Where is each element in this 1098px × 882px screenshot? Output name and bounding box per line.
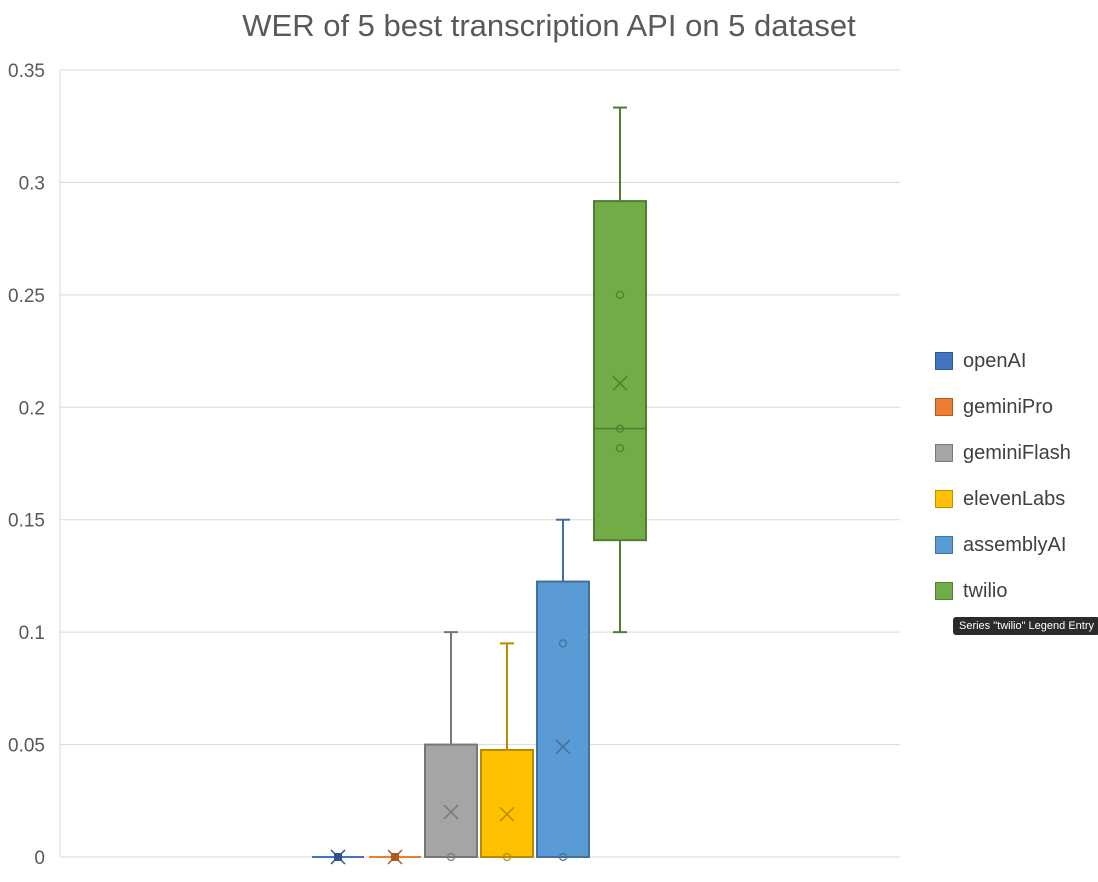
- box-body: [593, 200, 647, 542]
- legend-item-geminipro[interactable]: geminiPro: [935, 384, 1071, 430]
- legend[interactable]: openAI geminiPro geminiFlash elevenLabs …: [935, 338, 1071, 614]
- data-point: [615, 444, 625, 453]
- chart-title: WER of 5 best transcription API on 5 dat…: [242, 8, 856, 43]
- mean-marker: [387, 849, 403, 865]
- y-tick-label: 0.3: [19, 173, 45, 194]
- mean-marker: [612, 375, 628, 391]
- mean-marker: [499, 806, 515, 822]
- legend-label-geminiflash: geminiFlash: [963, 441, 1071, 464]
- legend-label-elevenlabs: elevenLabs: [963, 487, 1066, 510]
- legend-label-openai: openAI: [963, 349, 1027, 372]
- mean-marker: [443, 804, 459, 820]
- legend-swatch-openai: [935, 352, 953, 370]
- y-tick-label: 0.35: [8, 61, 45, 82]
- data-point: [615, 290, 625, 299]
- gridlines: [60, 69, 900, 858]
- legend-item-twilio[interactable]: twilio: [935, 568, 1071, 614]
- legend-swatch-geminiflash: [935, 444, 953, 462]
- y-tick-label: 0: [34, 848, 45, 869]
- legend-label-assemblyai: assemblyAI: [963, 533, 1067, 556]
- legend-item-geminiflash[interactable]: geminiFlash: [935, 430, 1071, 476]
- data-point: [615, 424, 625, 433]
- mean-marker: [555, 739, 571, 755]
- box-series: [312, 106, 647, 865]
- legend-swatch-twilio: [935, 582, 953, 600]
- legend-item-elevenlabs[interactable]: elevenLabs: [935, 476, 1071, 522]
- mean-marker: [330, 849, 346, 865]
- y-tick-label: 0.05: [8, 736, 45, 757]
- data-point: [446, 852, 456, 862]
- data-point: [390, 852, 400, 862]
- box-twilio: [593, 106, 647, 634]
- legend-swatch-assemblyai: [935, 536, 953, 554]
- data-point: [502, 852, 512, 862]
- box-assemblyAI: [536, 518, 590, 862]
- legend-label-twilio: twilio: [963, 579, 1008, 602]
- legend-swatch-elevenlabs: [935, 490, 953, 508]
- y-tick-label: 0.25: [8, 286, 45, 307]
- y-tick-label: 0.2: [19, 398, 45, 419]
- y-tick-label: 0.1: [19, 623, 45, 644]
- box-body: [424, 743, 478, 858]
- legend-swatch-geminipro: [935, 398, 953, 416]
- box-body: [536, 580, 590, 858]
- box-elevenLabs: [480, 642, 534, 862]
- legend-label-geminipro: geminiPro: [963, 395, 1054, 418]
- box-openAI: [312, 849, 364, 865]
- y-axis: 0 0.05 0.1 0.15 0.2 0.25 0.3 0.35: [8, 61, 61, 869]
- legend-tooltip: Series "twilio" Legend Entry: [953, 617, 1098, 635]
- box-body: [480, 748, 534, 859]
- y-tick-label: 0.15: [8, 511, 45, 532]
- legend-item-openai[interactable]: openAI: [935, 338, 1071, 384]
- box-geminiPro: [369, 849, 421, 865]
- data-point: [333, 852, 343, 862]
- box-geminiFlash: [424, 631, 478, 862]
- legend-item-assemblyai[interactable]: assemblyAI: [935, 522, 1071, 568]
- data-point: [558, 852, 568, 862]
- data-point: [558, 639, 568, 648]
